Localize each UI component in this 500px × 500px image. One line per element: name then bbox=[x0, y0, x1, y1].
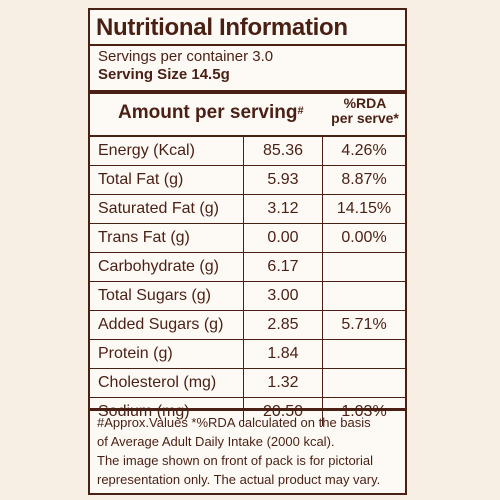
header-top-divider bbox=[90, 90, 405, 94]
nutrient-value: 3.00 bbox=[243, 281, 323, 311]
nutrient-name: Cholesterol (mg) bbox=[90, 368, 244, 398]
footnote: #Approx.Values *%RDA calculated on the b… bbox=[97, 413, 405, 489]
nutrient-name: Total Sugars (g) bbox=[90, 281, 244, 311]
nutrient-value: 1.32 bbox=[243, 368, 323, 398]
amount-per-serving-label: Amount per serving bbox=[118, 102, 298, 123]
nutrient-name: Added Sugars (g) bbox=[90, 310, 244, 340]
table-row: Added Sugars (g) 2.85 5.71% bbox=[90, 310, 405, 340]
table-row: Total Fat (g) 5.93 8.87% bbox=[90, 165, 405, 195]
nutrition-table: Energy (Kcal) 85.36 4.26% Total Fat (g) 5.93… bbox=[90, 137, 405, 426]
footnote-line: The image shown on front of pack is for … bbox=[97, 453, 374, 468]
nutrient-rda: 0.00% bbox=[322, 223, 405, 253]
nutrient-value: 1.84 bbox=[243, 339, 323, 369]
table-row: Sodium (mg) 20.50 1.03% bbox=[90, 397, 405, 426]
nutrient-rda: 4.26% bbox=[322, 137, 405, 166]
servings-per-container: Servings per container 3.0 bbox=[98, 48, 274, 65]
nutrient-rda bbox=[322, 281, 405, 311]
amount-per-serving-heading: Amount per serving# bbox=[118, 102, 304, 124]
nutrient-rda bbox=[322, 339, 405, 369]
footnote-divider bbox=[90, 408, 405, 411]
nutrient-rda: 8.87% bbox=[322, 165, 405, 195]
nutrient-value: 85.36 bbox=[243, 137, 323, 166]
panel-title: Nutritional Information bbox=[96, 14, 348, 41]
nutrition-panel: Nutritional Information Servings per con… bbox=[88, 8, 407, 495]
rda-heading-line1: %RDA bbox=[343, 95, 387, 111]
nutrient-rda: 14.15% bbox=[322, 194, 405, 224]
nutrient-rda: 5.71% bbox=[322, 310, 405, 340]
table-row: Protein (g) 1.84 bbox=[90, 339, 405, 369]
serving-size: Serving Size 14.5g bbox=[98, 66, 230, 83]
footnote-line: #Approx.Values *%RDA calculated on the b… bbox=[97, 415, 371, 430]
nutrient-name: Saturated Fat (g) bbox=[90, 194, 244, 224]
table-row: Cholesterol (mg) 1.32 bbox=[90, 368, 405, 398]
nutrient-value: 6.17 bbox=[243, 252, 323, 282]
nutrient-name: Carbohydrate (g) bbox=[90, 252, 244, 282]
nutrient-name: Protein (g) bbox=[90, 339, 244, 369]
nutrient-name: Total Fat (g) bbox=[90, 165, 244, 195]
nutrient-value: 20.50 bbox=[243, 397, 323, 426]
rda-heading: %RDA per serve* bbox=[322, 96, 408, 126]
nutrient-name: Sodium (mg) bbox=[90, 397, 244, 426]
title-divider bbox=[90, 44, 405, 46]
nutrient-value: 3.12 bbox=[243, 194, 323, 224]
nutrient-rda: 1.03% bbox=[341, 403, 387, 420]
footnote-line: of Average Adult Daily Intake (2000 kcal… bbox=[97, 434, 335, 449]
approx-mark: # bbox=[297, 105, 304, 117]
table-row: Energy (Kcal) 85.36 4.26% bbox=[90, 137, 405, 166]
footnote-line: representation only. The actual product … bbox=[97, 472, 381, 487]
table-row: Trans Fat (g) 0.00 0.00% bbox=[90, 223, 405, 253]
nutrient-value: 0.00 bbox=[243, 223, 323, 253]
nutrient-value: 5.93 bbox=[243, 165, 323, 195]
nutrient-name: Energy (Kcal) bbox=[90, 137, 244, 166]
nutrient-rda bbox=[322, 252, 405, 282]
table-row: Saturated Fat (g) 3.12 14.15% bbox=[90, 194, 405, 224]
nutrient-value: 2.85 bbox=[243, 310, 323, 340]
nutrient-rda bbox=[322, 368, 405, 398]
rda-heading-line2: per serve* bbox=[331, 110, 399, 126]
table-row: Total Sugars (g) 3.00 bbox=[90, 281, 405, 311]
table-row: Carbohydrate (g) 6.17 bbox=[90, 252, 405, 282]
header-bottom-divider bbox=[90, 135, 405, 137]
nutrient-name: Trans Fat (g) bbox=[90, 223, 244, 253]
